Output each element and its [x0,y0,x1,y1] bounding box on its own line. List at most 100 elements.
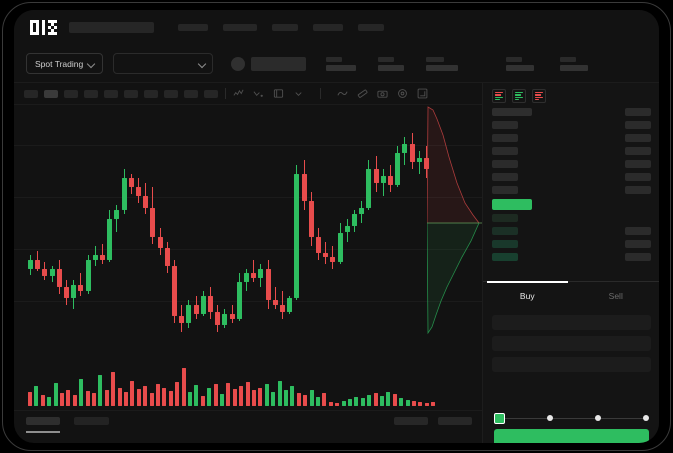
order-book-bid-row[interactable] [492,253,651,261]
volume-bar [34,386,39,406]
amount-slider[interactable] [494,412,649,424]
timeframe-chip-4[interactable] [84,89,98,98]
volume-bar [258,387,263,406]
candle [56,105,62,360]
candle [85,105,91,360]
order-book-ask-row[interactable] [492,186,651,194]
candle [78,105,84,360]
candle [92,105,98,360]
market-type-selector[interactable]: Spot Trading [26,53,104,74]
chart-gridline [14,197,482,198]
volume-bar [354,396,359,406]
candle [380,105,386,360]
slider-node-4[interactable] [643,415,649,421]
order-book-ask-row[interactable] [492,121,651,129]
candle [222,105,228,360]
ticker-stat-value [326,64,357,71]
pair-avatar [231,56,246,71]
chart-gridline [14,249,482,250]
price-field[interactable] [492,315,651,330]
volume-bar [143,386,148,406]
order-book-ask-row[interactable] [492,147,651,155]
search-input[interactable] [69,22,154,33]
order-book-last-price[interactable] [492,199,651,210]
settings-icon[interactable] [397,88,408,99]
volume-bar [264,384,269,406]
volume-bar [303,395,308,406]
volume-bar [348,398,352,406]
fullscreen-icon[interactable] [417,88,428,99]
chevron-down-icon[interactable] [293,88,304,99]
volume-bar [284,389,288,406]
volume-bar [412,401,416,406]
timeframe-chip-9[interactable] [184,89,198,98]
ticker-stat-value [560,64,589,71]
timeframe-chip-1[interactable] [24,89,38,98]
timeframe-chip-8[interactable] [164,89,178,98]
tab-buy[interactable]: Buy [483,281,572,309]
line-chart-icon[interactable] [337,88,348,99]
timeframe-chip-3[interactable] [64,89,78,98]
tab-sell[interactable]: Sell [608,290,623,301]
volume-bar [136,388,141,406]
slider-node-1[interactable] [494,412,505,424]
book-row-size [625,173,651,181]
timeframe-chip-10[interactable] [204,89,218,98]
book-header-row[interactable] [492,108,651,116]
order-book-ask-row[interactable] [492,134,651,142]
slider-node-2[interactable] [547,415,553,421]
pair-selector[interactable] [113,53,214,74]
timeframe-chip-2[interactable] [44,89,58,98]
template-icon[interactable] [273,88,284,99]
ruler-icon[interactable] [357,88,368,99]
chevron-down-icon [88,61,94,67]
candle [229,105,235,360]
camera-icon[interactable] [377,88,388,99]
candle [143,105,149,360]
order-book-bid-row[interactable] [492,227,651,235]
order-book-ask-row[interactable] [492,173,651,181]
ticker-pair-name [251,56,307,71]
nav-item-more[interactable] [358,24,384,31]
compare-icon[interactable] [253,88,264,99]
nav-item-wallet[interactable] [313,24,343,31]
amount-field[interactable] [492,336,651,351]
indicator-icon[interactable] [233,88,244,99]
timeframe-chip-6[interactable] [124,89,138,98]
total-field[interactable] [492,357,651,372]
tab-order-history[interactable] [74,417,109,425]
candle [272,105,278,360]
ticker-stat-value [506,64,535,71]
timeframe-chip-7[interactable] [144,89,158,98]
nav-item-trade[interactable] [223,24,257,31]
candle [251,105,257,360]
candle [280,105,285,360]
candle [373,105,379,360]
volume-bar [380,396,384,406]
okx-logo[interactable] [30,20,57,35]
ticker-stat-value [426,64,459,71]
book-mode-both[interactable] [492,89,506,103]
volume-bar [124,391,128,406]
candle [35,105,41,360]
volume-bar [200,396,205,406]
slider-node-3[interactable] [595,415,601,421]
order-book-rows[interactable] [483,108,659,293]
book-mode-bids[interactable] [512,89,526,103]
candlestick-chart[interactable] [14,105,482,360]
order-book-bid-row[interactable] [492,214,651,222]
tab-open-orders[interactable] [26,417,60,425]
order-book-bid-row[interactable] [492,240,651,248]
nav-item-markets[interactable] [178,24,208,31]
nav-item-earn[interactable] [272,24,298,31]
candle [150,105,156,360]
ticker-stat [378,56,405,71]
orders-action-1[interactable] [394,417,428,425]
timeframe-chip-5[interactable] [104,89,118,98]
orders-action-2[interactable] [438,417,472,425]
book-mode-asks[interactable] [532,89,546,103]
candle [128,105,134,360]
volume-bar [405,399,410,406]
order-book-ask-row[interactable] [492,160,651,168]
submit-order-button[interactable] [494,429,649,443]
